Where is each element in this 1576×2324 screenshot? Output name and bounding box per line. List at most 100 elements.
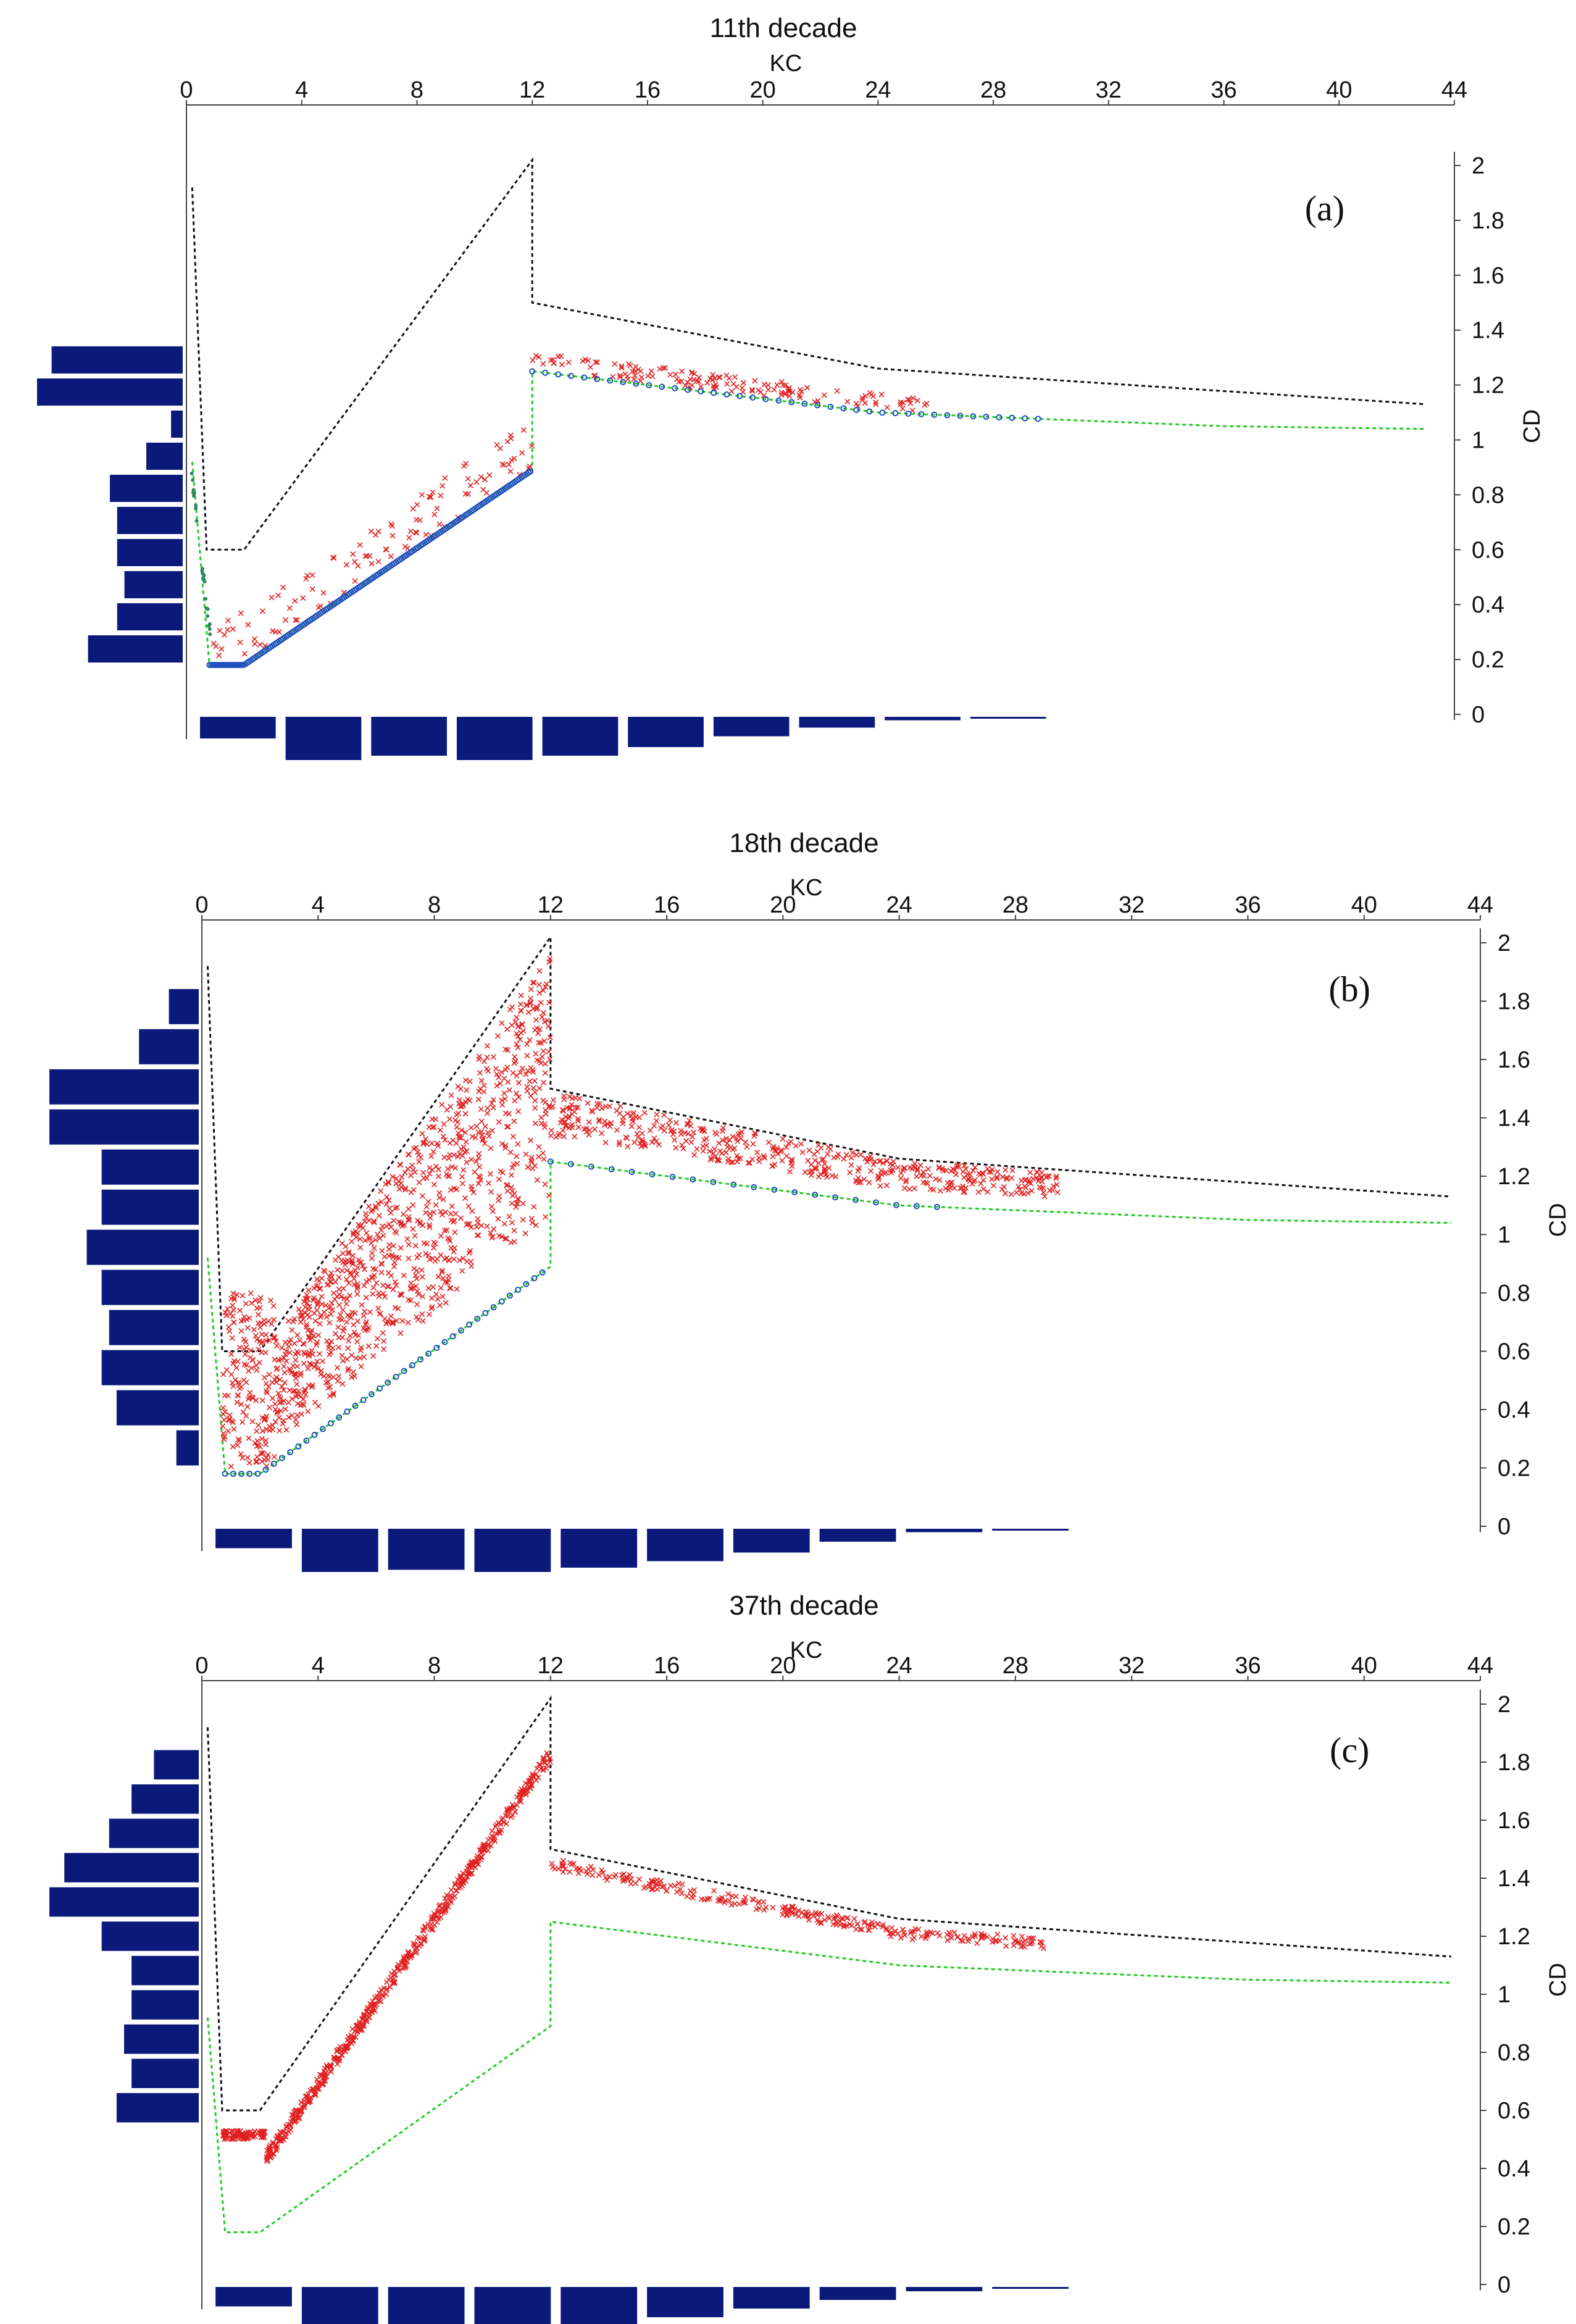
red-point (701, 1128, 707, 1134)
red-point (457, 1215, 464, 1221)
red-point (232, 1377, 238, 1383)
red-point (298, 1411, 304, 1417)
red-point (962, 1166, 969, 1172)
red-point (520, 1200, 526, 1206)
red-point (473, 1224, 480, 1230)
red-point (406, 1242, 412, 1248)
red-point (410, 1226, 416, 1232)
red-point (496, 1176, 502, 1182)
x-hist-bar (215, 2287, 292, 2307)
blue-point (523, 1281, 530, 1287)
red-point (888, 1168, 894, 1174)
x-hist-bar (388, 1529, 465, 1570)
red-point (525, 465, 532, 471)
red-point (454, 1286, 460, 1292)
red-point (444, 1279, 451, 1286)
red-point (429, 1913, 435, 1920)
red-point (1003, 1167, 1009, 1173)
blue-point (879, 409, 886, 416)
red-point (398, 1221, 404, 1227)
red-point (380, 1991, 386, 1997)
y-hist-bar (124, 571, 183, 598)
red-point (712, 1153, 719, 1160)
x-hist-bar (542, 717, 619, 756)
red-point (499, 461, 506, 467)
red-point (1002, 1190, 1008, 1197)
red-point (1038, 1174, 1044, 1181)
y-hist-bar (101, 1269, 199, 1305)
x-axis-label: KC (770, 51, 803, 77)
red-point (520, 1027, 527, 1034)
red-point (335, 2055, 341, 2062)
red-point (280, 1421, 286, 1427)
red-point (504, 1807, 511, 1813)
red-point (649, 1139, 655, 1145)
red-point (222, 2134, 228, 2140)
red-point (273, 1374, 280, 1381)
red-point (675, 1880, 682, 1887)
red-point (944, 1937, 951, 1943)
red-point (223, 2128, 230, 2134)
red-point (630, 1118, 636, 1124)
blue-point (311, 1431, 318, 1438)
red-point (722, 1899, 728, 1906)
red-point (464, 1159, 470, 1166)
blue-point (608, 1166, 615, 1172)
red-point (390, 1174, 396, 1180)
red-point (1053, 1175, 1059, 1181)
red-point (314, 1358, 320, 1365)
red-point (281, 1387, 287, 1394)
x-tick-label: 16 (654, 1653, 680, 1679)
red-point (514, 1153, 520, 1160)
red-point (542, 1181, 548, 1187)
x-tick-label: 44 (1441, 77, 1467, 103)
red-point (914, 1166, 920, 1172)
x-hist-bar (456, 717, 533, 760)
red-point (496, 1074, 502, 1080)
red-point (783, 1144, 790, 1150)
red-point (263, 1455, 269, 1461)
red-point (385, 1179, 391, 1185)
red-point (288, 1337, 294, 1343)
red-point (814, 1917, 820, 1923)
red-point (566, 1113, 572, 1119)
red-point (328, 1278, 334, 1284)
red-point (383, 1194, 390, 1200)
blue-point (893, 1202, 899, 1208)
red-point (793, 1143, 799, 1149)
red-point (369, 1206, 375, 1213)
red-point (511, 1161, 517, 1168)
red-point (461, 1167, 467, 1173)
red-point (527, 999, 534, 1005)
blue-point (892, 410, 899, 417)
red-point (951, 1929, 957, 1936)
red-point (412, 1272, 419, 1279)
red-point (524, 1053, 530, 1059)
red-point (711, 1146, 717, 1152)
red-point (259, 1436, 265, 1442)
red-point (291, 2118, 298, 2125)
red-point (508, 435, 514, 441)
blue-point (344, 1408, 351, 1415)
y-hist-bar (131, 1955, 199, 1986)
red-point (422, 1136, 428, 1142)
red-point (340, 1358, 346, 1364)
red-point (528, 1093, 534, 1099)
y-hist-bar (169, 989, 199, 1024)
red-point (417, 517, 423, 524)
red-point (285, 1344, 292, 1350)
red-point (1039, 1174, 1045, 1181)
red-point (386, 1205, 393, 1211)
red-point (523, 1002, 530, 1008)
red-point (861, 1176, 867, 1182)
red-point (367, 553, 373, 559)
red-point (756, 1905, 762, 1912)
red-point (784, 1912, 790, 1918)
x-tick-label: 4 (312, 1653, 325, 1679)
red-point (616, 1139, 622, 1145)
red-point (789, 1158, 795, 1164)
red-point (499, 1020, 505, 1026)
red-point (234, 2134, 241, 2140)
blue-point (457, 1327, 464, 1334)
red-point (475, 1862, 482, 1868)
